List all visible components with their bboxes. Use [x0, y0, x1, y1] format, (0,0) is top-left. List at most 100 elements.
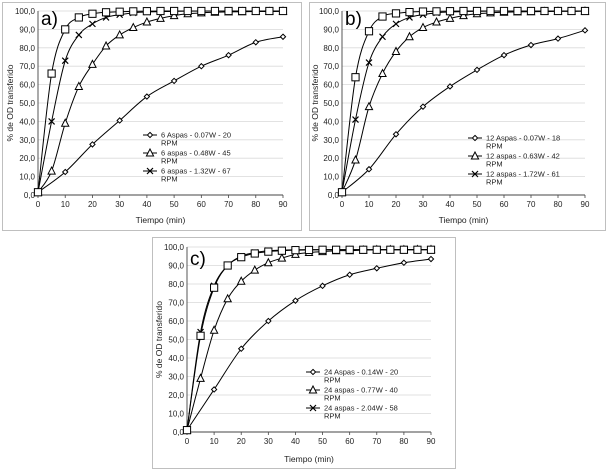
chart-c-series-3-point [182, 426, 192, 435]
chart-b-series-3-point [540, 6, 549, 16]
chart-c-series-1-point [236, 276, 246, 285]
chart-c-series-3-point [210, 283, 219, 292]
chart-a-x-tick-label: 80 [251, 200, 260, 209]
chart-b-series-1-point [459, 10, 468, 20]
chart-b-x-tick-label: 30 [419, 200, 428, 209]
chart-c-x-tick-label: 30 [264, 437, 273, 446]
chart-c-series-3-point [413, 245, 422, 254]
chart-a-x-tick-label: 0 [36, 200, 41, 209]
chart-b-series-0-point [527, 41, 535, 49]
chart-a-series-1-point [128, 22, 138, 32]
chart-c-y-tick-label: 100,0 [164, 243, 185, 252]
chart-b-series-0-point [500, 51, 508, 59]
chart-a-legend-marker [146, 131, 154, 139]
chart-a-series-1-point [88, 59, 97, 68]
chart-b-series-0-point [554, 35, 562, 42]
chart-c-y-tick-label: 90,0 [168, 262, 184, 271]
chart-a-series-3-point [88, 9, 97, 18]
chart-a-x-tick-label: 70 [224, 200, 233, 209]
chart-a-legend-entry: 6 Aspas - 0.07W - 20 RPM [161, 131, 231, 148]
chart-a-series-3-point [142, 7, 151, 16]
chart-b-legend-marker [471, 134, 479, 142]
chart-c-series-1-point [250, 265, 260, 274]
chart-c-y-tick-label: 60,0 [168, 317, 184, 326]
chart-c-series-3-point [291, 246, 300, 255]
chart-c-series-3-point [250, 249, 259, 258]
chart-b-y-tick-label: 50,0 [323, 99, 339, 108]
chart-b-x-tick-label: 50 [473, 200, 482, 209]
chart-b-x-tick-label: 40 [446, 200, 455, 209]
chart-c-y-tick-label: 80,0 [168, 280, 184, 289]
chart-a-y-tick-label: 50,0 [19, 99, 35, 108]
chart-b-series-1-point [405, 31, 414, 41]
chart-c-x-tick-label: 20 [237, 437, 246, 446]
chart-a-x-tick-label: 10 [61, 200, 70, 209]
chart-b-legend-marker [471, 170, 479, 178]
chart-b-y-tick-label: 100,0 [319, 7, 340, 16]
chart-c-series-3-point [264, 247, 273, 256]
chart-c-series-1-point [223, 293, 233, 303]
chart-b-series-3-point [526, 6, 536, 16]
chart-b-series-1-point [432, 16, 441, 26]
chart-a-y-tick-label: 70,0 [19, 62, 35, 71]
chart-c-series-0-point [237, 345, 245, 353]
chart-a-series-2-point [89, 20, 96, 28]
chart-c-y-tick-label: 20,0 [168, 391, 184, 400]
chart-c-series-0-line [186, 258, 432, 431]
chart-a-legend-entry: 6 aspas - 1.32W - 67 RPM [161, 167, 231, 184]
chart-b-series-3-point [391, 9, 401, 18]
chart-a-y-tick-label: 30,0 [19, 136, 35, 145]
chart-a-series-3-point [61, 25, 70, 34]
chart-a-series-2-point [75, 31, 83, 39]
chart-b-y-axis-label: % de OD transferido [310, 64, 320, 141]
chart-c-series-1-point [196, 373, 205, 382]
chart-b-series-3-point [513, 6, 522, 16]
chart-b-series-3-point [580, 6, 590, 16]
chart-c-legend-entry: 24 aspas - 0.77W - 40 RPM [324, 386, 398, 403]
chart-b-y-tick-label: 40,0 [323, 117, 339, 126]
chart-b-y-tick-label: 20,0 [323, 154, 339, 163]
chart-a-y-axis-label: % de OD transferido [5, 64, 15, 141]
chart-b-series-3-point [378, 12, 387, 21]
chart-b-y-tick-label: 30,0 [323, 136, 339, 145]
chart-a-legend-marker [146, 167, 154, 175]
chart-a-series-3-point [278, 6, 288, 16]
chart-a-series-1-point [115, 29, 125, 39]
chart-a-series-3-point [115, 7, 124, 16]
chart-b-series-3-point [432, 7, 441, 16]
chart-b-legend-marker [470, 150, 480, 160]
chart-a-series-3-point [33, 188, 43, 197]
chart-c-x-tick-label: 50 [318, 437, 327, 446]
chart-c-series-3-point [332, 245, 341, 254]
chart-a-series-3-point [129, 7, 138, 16]
chart-a-x-tick-label: 30 [115, 200, 124, 209]
chart-a-series-0-point [61, 168, 69, 176]
chart-c-series-3-point [304, 245, 314, 255]
chart-a-series-0-point [143, 93, 151, 100]
chart-c-series-0-point [319, 282, 326, 290]
chart-c-series-0-point [210, 386, 218, 393]
chart-c-legend-marker [309, 404, 317, 412]
chart-a-series-1-point [142, 16, 152, 26]
chart-b-series-2-point [379, 33, 386, 41]
chart-a-series-1-point [60, 118, 70, 127]
chart-c-panel-label: c) [190, 249, 206, 270]
chart-b-series-0-point [392, 130, 400, 138]
chart-b-x-tick-label: 20 [392, 200, 401, 209]
chart-a-panel-label: a) [41, 9, 58, 30]
chart-b-series-0-point [446, 83, 454, 90]
chart-b-series-0-point [365, 165, 373, 173]
chart-b-series-3-point [364, 27, 374, 36]
chart-c-legend-marker [309, 368, 317, 376]
chart-b-series-1-point [391, 46, 401, 55]
chart-b-series-3-point [553, 6, 563, 16]
chart-c-series-3-point [426, 245, 436, 254]
chart-a-series-0-point [198, 62, 205, 70]
chart-a-x-tick-label: 90 [279, 200, 288, 209]
chart-a-series-0-point [252, 38, 260, 46]
chart-b-series-3-point [405, 8, 414, 17]
chart-a-series-0-line [37, 36, 284, 193]
chart-b-y-tick-label: 80,0 [323, 44, 339, 53]
chart-c-legend-entry: 24 Aspas - 0.14W - 20 RPM [324, 368, 398, 385]
chart-c-series-3-point [399, 245, 408, 254]
